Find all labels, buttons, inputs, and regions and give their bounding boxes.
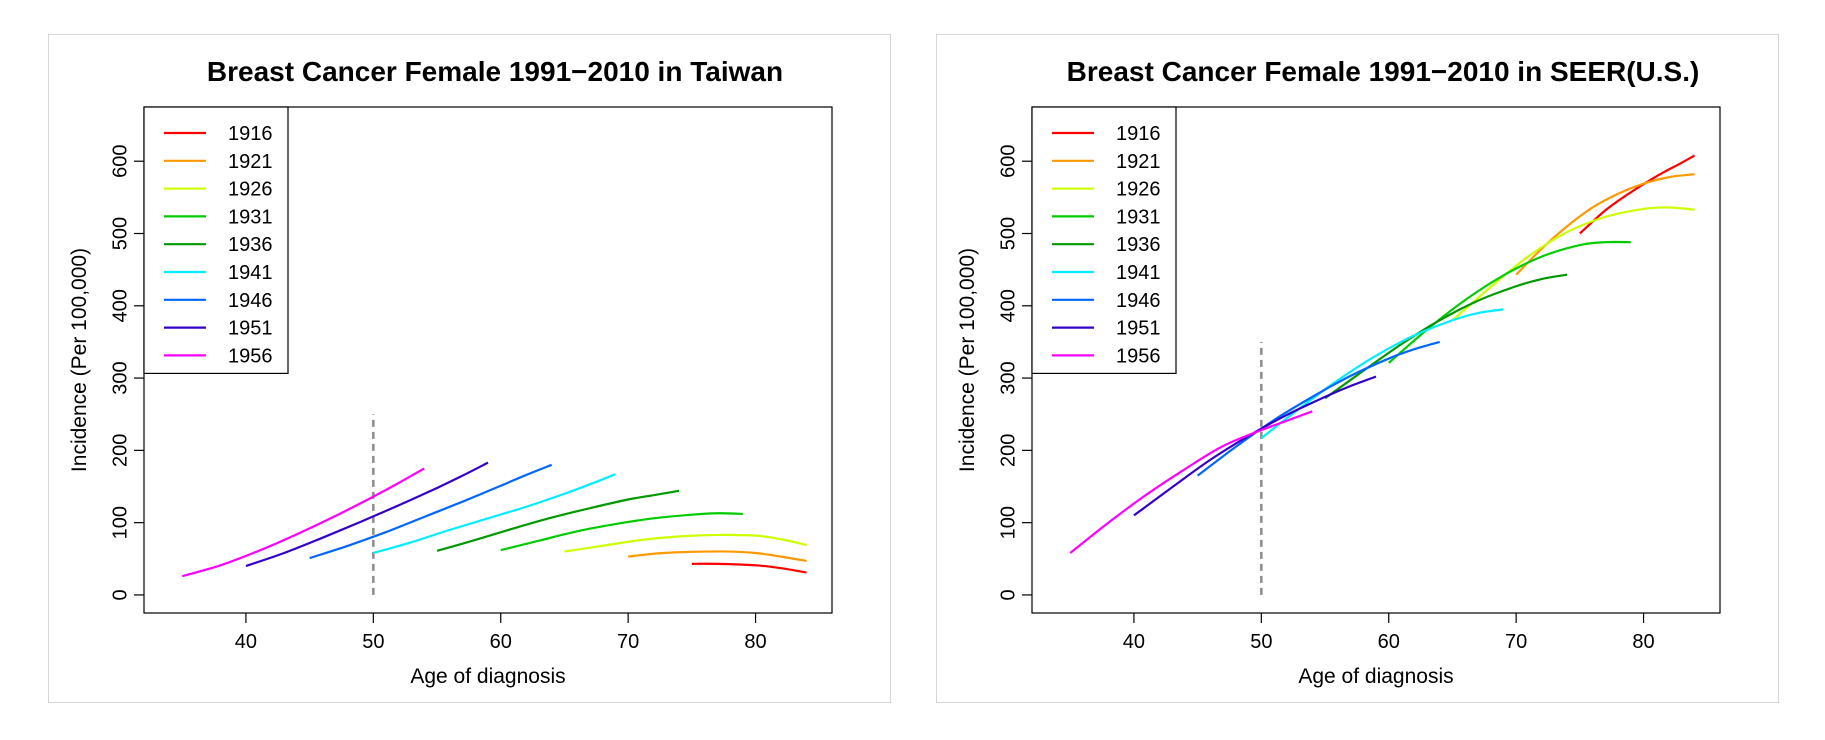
- y-tick-label: 300: [997, 361, 1019, 394]
- chart-panel-seer: Breast Cancer Female 1991−2010 in SEER(U…: [936, 34, 1779, 703]
- y-tick-label: 0: [997, 589, 1019, 600]
- series-line-1951: [1133, 375, 1377, 517]
- y-tick-label: 300: [109, 361, 131, 394]
- series-line-1926: [564, 533, 807, 553]
- series-line-1921: [628, 550, 807, 563]
- y-tick-label: 600: [109, 145, 131, 178]
- legend-label-1946: 1946: [228, 290, 273, 312]
- y-tick-label: 100: [109, 506, 131, 539]
- legend-label-1946: 1946: [1116, 290, 1161, 312]
- legend-label-1956: 1956: [228, 345, 273, 367]
- series-line-1936: [1324, 273, 1568, 400]
- x-tick-label: 50: [1250, 631, 1272, 653]
- y-tick-label: 200: [109, 434, 131, 467]
- legend-label-1931: 1931: [1116, 206, 1161, 228]
- legend: [1031, 106, 1177, 374]
- series-line-1951: [245, 461, 489, 568]
- series-line-1931: [1388, 240, 1631, 364]
- legend-label-1951: 1951: [228, 318, 273, 340]
- series-line-1956: [1069, 410, 1313, 554]
- legend-label-1916: 1916: [1116, 123, 1161, 145]
- x-tick-label: 60: [1378, 631, 1400, 653]
- legend-label-1921: 1921: [1116, 151, 1161, 173]
- series-line-1956: [181, 467, 425, 578]
- series-line-1941: [373, 473, 616, 555]
- x-axis-label: Age of diagnosis: [410, 665, 565, 688]
- series-line-1916: [1579, 154, 1696, 235]
- series-line-1931: [500, 512, 743, 552]
- legend-label-1951: 1951: [1116, 318, 1161, 340]
- x-tick-label: 80: [1632, 631, 1654, 653]
- legend-label-1956: 1956: [1116, 345, 1161, 367]
- legend-label-1921: 1921: [228, 151, 273, 173]
- series-line-1926: [1451, 206, 1695, 322]
- legend-label-1941: 1941: [1116, 262, 1161, 284]
- x-tick-label: 80: [744, 631, 766, 653]
- y-tick-label: 0: [109, 589, 131, 600]
- legend-label-1936: 1936: [228, 234, 273, 256]
- series-line-1916: [691, 562, 807, 574]
- y-tick-label: 600: [997, 145, 1019, 178]
- legend-label-1926: 1926: [1116, 179, 1161, 201]
- legend: [143, 106, 289, 374]
- chart-taiwan: Breast Cancer Female 1991−2010 in Taiwan…: [68, 56, 833, 688]
- y-tick-label: 500: [997, 217, 1019, 250]
- x-tick-label: 70: [1505, 631, 1527, 653]
- x-tick-label: 50: [362, 631, 384, 653]
- chart-panel-taiwan: Breast Cancer Female 1991−2010 in Taiwan…: [48, 34, 891, 703]
- chart-seer: Breast Cancer Female 1991−2010 in SEER(U…: [956, 56, 1721, 688]
- series-line-1921: [1515, 173, 1695, 276]
- y-axis-label: Incidence (Per 100,000): [956, 248, 979, 472]
- x-axis-label: Age of diagnosis: [1298, 665, 1453, 688]
- series-line-1946: [309, 463, 553, 560]
- x-tick-label: 70: [617, 631, 639, 653]
- legend-label-1941: 1941: [228, 262, 273, 284]
- chart-title: Breast Cancer Female 1991−2010 in SEER(U…: [1067, 56, 1700, 87]
- legend-label-1936: 1936: [1116, 234, 1161, 256]
- series-line-1946: [1196, 340, 1441, 477]
- legend-label-1931: 1931: [228, 206, 273, 228]
- y-tick-label: 400: [997, 289, 1019, 322]
- x-tick-label: 40: [1123, 631, 1145, 653]
- series-line-1941: [1260, 308, 1504, 439]
- legend-label-1926: 1926: [228, 179, 273, 201]
- x-tick-label: 60: [490, 631, 512, 653]
- legend-label-1916: 1916: [228, 123, 273, 145]
- y-tick-label: 500: [109, 217, 131, 250]
- y-tick-label: 100: [997, 506, 1019, 539]
- chart-title: Breast Cancer Female 1991−2010 in Taiwan: [207, 56, 783, 87]
- y-tick-label: 400: [109, 289, 131, 322]
- y-axis-label: Incidence (Per 100,000): [68, 248, 91, 472]
- y-tick-label: 200: [997, 434, 1019, 467]
- series-line-1936: [436, 489, 680, 552]
- x-tick-label: 40: [235, 631, 257, 653]
